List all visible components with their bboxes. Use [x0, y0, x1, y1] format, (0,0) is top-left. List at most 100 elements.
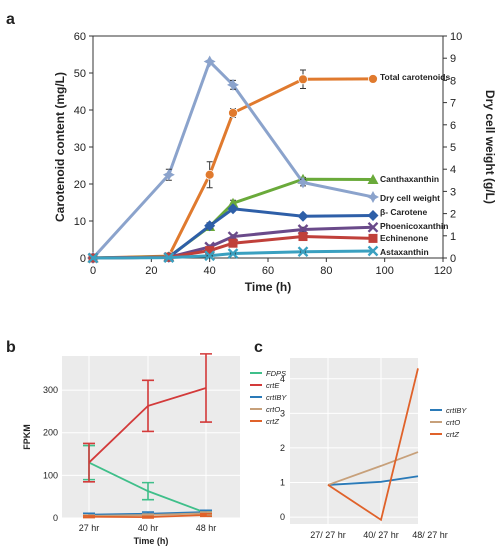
panel-label-a: a	[6, 11, 15, 28]
series-astaxanthin-point	[227, 248, 239, 259]
series-canthaxanthin-point	[367, 174, 379, 185]
chart-b-xtick-label: 48 hr	[196, 523, 217, 533]
chart-a-y2tick-label: 9	[450, 53, 456, 65]
chart-a-xtick-label: 100	[375, 265, 393, 277]
series-echinenone-point	[368, 233, 378, 243]
chart-b-xlabel: Time (h)	[134, 536, 169, 546]
series-astaxanthin-point	[204, 250, 216, 262]
chart-c-xtick-label: 48/ 27 hr	[412, 530, 448, 540]
chart-c-ytick-label: 3	[280, 408, 285, 418]
chart-a-xtick-label: 80	[320, 265, 332, 277]
chart-a-ytick-label: 60	[74, 31, 86, 43]
series-carotene-point	[227, 203, 239, 215]
series-total-carotenoids-point	[228, 108, 238, 118]
panel-label-c: c	[254, 339, 263, 356]
label-phoenicoxanthin: Phoenicoxanthin	[380, 221, 448, 231]
chart-b-xtick-label: 40 hr	[138, 523, 159, 533]
series-crtiby-line	[327, 475, 419, 486]
chart-a-xtick-label: 60	[262, 265, 274, 277]
series-canthaxanthin-point	[227, 197, 239, 208]
series-total-carotenoids-line	[92, 77, 374, 260]
series-astaxanthin-point	[163, 252, 175, 263]
series-astaxanthin-line	[92, 249, 374, 260]
chart-c-ytick-label: 0	[280, 512, 285, 522]
panel-label-b: b	[6, 339, 16, 356]
series-dry-cell-weight-point	[162, 168, 175, 181]
chart-a-y2tick-label: 6	[450, 120, 456, 132]
chart-a-xtick-label: 20	[145, 265, 157, 277]
chart-a-ylabel: Carotenoid content (mg/L)	[53, 72, 67, 222]
chart-a-ytick-label: 20	[74, 179, 86, 191]
label-dry-cell-weight: Dry cell weight	[380, 193, 440, 203]
series-echinenone-point	[205, 246, 215, 256]
chart-a-y2tick-label: 8	[450, 75, 456, 87]
chart-a-y2tick-label: 10	[450, 31, 462, 43]
series-crtz-line	[327, 368, 419, 522]
chart-a-xtick-label: 0	[90, 265, 96, 277]
chart-a-y2tick-label: 7	[450, 98, 456, 110]
chart-a-xtick-label: 40	[204, 265, 216, 277]
series-crte-errorbar	[200, 353, 212, 423]
chart-b-ylabel: FPKM	[22, 424, 32, 450]
chart-a-ytick-label: 30	[74, 142, 86, 154]
legend-c-crto-label: crtO	[446, 418, 460, 427]
legend-b-crto-label: crtO	[266, 405, 280, 414]
chart-b-xtick-label: 27 hr	[79, 523, 100, 533]
series-phoenicoxanthin-point	[367, 221, 379, 233]
chart-a-ytick-label: 50	[74, 68, 86, 80]
chart-b: 0 100 200 300 27 hr 40 hr 48 hr FDPS crtE crtIBY…	[22, 353, 287, 546]
series-total-carotenoids-point	[298, 74, 308, 85]
label-carotene: β- Carotene	[380, 207, 427, 217]
label-echinenone: Echinenone	[380, 233, 428, 243]
label-astaxanthin: Astaxanthin	[380, 247, 429, 257]
label-total-carotenoids: Total carotenoids	[380, 72, 450, 82]
series-carotene-point	[297, 210, 309, 222]
chart-c-ytick-label: 2	[280, 443, 285, 453]
series-carotene-point	[204, 220, 216, 232]
series-echinenone-point	[228, 238, 238, 248]
series-astaxanthin-point	[367, 245, 379, 257]
series-astaxanthin-point	[87, 252, 99, 264]
chart-b-ytick-label: 100	[43, 470, 58, 480]
legend-b-crtiby-label: crtIBY	[266, 393, 287, 402]
chart-c-ytick-label: 4	[280, 374, 285, 384]
legend-b-crtz-label: crtZ	[266, 417, 279, 426]
chart-c: 0 1 2 3 4 27/ 27 hr 40/ 27 hr 48/ 27 hr crtIBY c…	[280, 358, 467, 540]
chart-a-y2tick-label: 4	[450, 164, 456, 176]
chart-a-xtick-label: 120	[434, 265, 452, 277]
chart-a-y2tick-label: 2	[450, 209, 456, 221]
series-total-carotenoids-point	[368, 74, 378, 84]
chart-a-ytick-label: 0	[80, 253, 86, 265]
series-fdps-errorbar	[142, 481, 154, 501]
chart-a-y2tick-label: 3	[450, 186, 456, 198]
series-crto-line	[327, 451, 419, 486]
series-dry-cell-weight-point	[297, 176, 309, 189]
chart-a-y2tick-label: 5	[450, 142, 456, 154]
series-crte-errorbar	[83, 442, 95, 483]
series-carotene-point	[367, 209, 379, 221]
series-crtz-errorbar	[200, 512, 212, 518]
chart-a-xlabel: Time (h)	[245, 280, 291, 294]
chart-a-y2tick-label: 0	[450, 253, 456, 265]
series-dry-cell-weight-line	[91, 58, 374, 260]
chart-c-xtick-label: 40/ 27 hr	[363, 530, 399, 540]
legend-c-crtz-label: crtZ	[446, 430, 459, 439]
series-dry-cell-weight-point	[227, 78, 239, 91]
chart-b-ytick-label: 200	[43, 428, 58, 438]
chart-b-ytick-label: 0	[53, 513, 58, 523]
legend-b-crte-label: crtE	[266, 381, 280, 390]
chart-b-plot-bg	[62, 356, 240, 518]
chart-c-ytick-label: 1	[280, 478, 285, 488]
legend-c-crtiby-label: crtIBY	[446, 406, 467, 415]
chart-b-ytick-label: 300	[43, 385, 58, 395]
series-dry-cell-weight-point	[203, 55, 216, 68]
chart-a-y2label: Dry cell weight (g/L)	[483, 90, 497, 204]
chart-c-xtick-label: 27/ 27 hr	[310, 530, 346, 540]
series-crte-errorbar	[142, 379, 154, 433]
series-echinenone-point	[298, 232, 308, 242]
series-dry-cell-weight-point	[367, 190, 379, 203]
series-total-carotenoids-point	[204, 169, 215, 180]
legend-b-fdps-label: FDPS	[266, 369, 286, 378]
